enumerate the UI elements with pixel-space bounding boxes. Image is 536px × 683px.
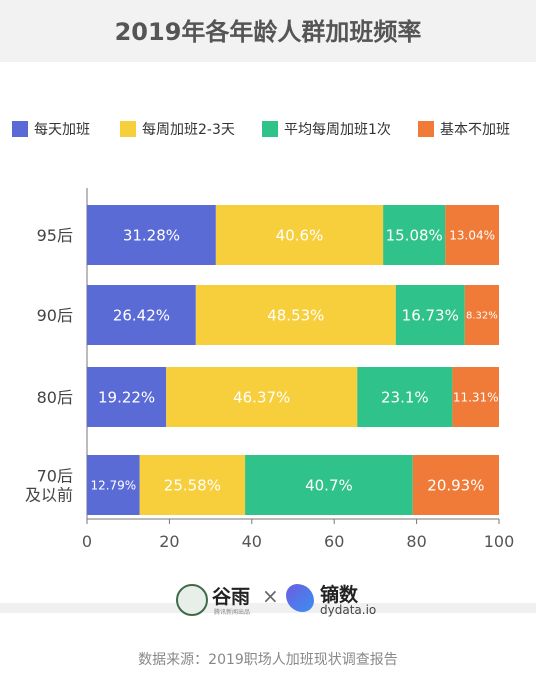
dydata-butterfly-icon — [286, 584, 314, 612]
bar-segment — [464, 285, 499, 345]
data-label: 23.1% — [381, 388, 429, 406]
legend-label-daily: 每天加班 — [34, 122, 90, 138]
bar-segment — [445, 205, 499, 265]
chart-title: 2019年各年龄人群加班频率 — [114, 18, 422, 46]
bar-segment — [195, 285, 396, 345]
legend-label-weekly-once: 平均每周加班1次 — [284, 122, 391, 138]
bar-segment — [412, 455, 499, 515]
data-label: 8.32% — [466, 311, 498, 322]
dydata-brand-url: dydata.io — [320, 603, 377, 617]
bar-segment — [357, 367, 453, 427]
data-label: 13.04% — [449, 228, 495, 242]
x-tick-label: 80 — [406, 532, 426, 551]
data-label: 40.7% — [305, 476, 353, 494]
bar-segment — [166, 367, 358, 427]
bar-segment — [87, 285, 196, 345]
data-label: 26.42% — [113, 306, 170, 324]
bar-segment — [139, 455, 246, 515]
x-tick-label: 60 — [324, 532, 344, 551]
legend-item-weekly-once: 平均每周加班1次 — [262, 118, 391, 140]
data-label: 25.58% — [164, 476, 221, 494]
data-label: 20.93% — [427, 476, 484, 494]
guyu-brand-name: 谷雨 — [212, 586, 251, 608]
times-symbol: × — [262, 584, 279, 608]
data-label: 40.6% — [276, 226, 324, 244]
source-note: 数据来源：2019职场人加班现状调查报告 — [138, 652, 398, 668]
bar-segment — [383, 205, 446, 265]
data-label: 11.31% — [453, 390, 499, 404]
brand-logos: 谷雨 腾讯新闻出品 × 镝数 dydata.io — [0, 578, 536, 618]
category-label: 90后 — [37, 306, 73, 325]
legend-swatch-weekly-2-3 — [120, 121, 136, 137]
data-label: 12.79% — [90, 478, 136, 492]
x-tick-label: 20 — [159, 532, 179, 551]
legend-item-rarely: 基本不加班 — [418, 118, 510, 140]
bar-segment — [452, 367, 499, 427]
category-label: 80后 — [37, 388, 73, 407]
footer-separator — [0, 603, 536, 613]
legend-swatch-daily — [12, 121, 28, 137]
bar-segment — [87, 455, 140, 515]
dydata-brand-name: 镝数 — [320, 584, 359, 606]
legend-label-weekly-2-3: 每周加班2-3天 — [142, 122, 235, 138]
bar-segment — [215, 205, 384, 265]
category-label: 95后 — [37, 226, 73, 245]
data-label: 15.08% — [386, 226, 443, 244]
x-tick-label: 40 — [242, 532, 262, 551]
guyu-bird-icon — [176, 584, 208, 616]
x-tick-label: 100 — [484, 532, 515, 551]
guyu-brand-tag: 腾讯新闻出品 — [214, 609, 251, 616]
data-label: 48.53% — [267, 306, 324, 324]
data-label: 31.28% — [123, 226, 180, 244]
category-label: 70后 — [37, 467, 73, 486]
legend-label-rarely: 基本不加班 — [440, 122, 510, 138]
data-label: 19.22% — [98, 388, 155, 406]
data-label: 46.37% — [233, 388, 290, 406]
data-label: 16.73% — [402, 306, 459, 324]
legend-swatch-weekly-once — [262, 121, 278, 137]
title-band — [0, 0, 536, 62]
bar-segment — [87, 205, 216, 265]
x-tick-label: 0 — [82, 532, 92, 551]
bar-segment — [87, 367, 167, 427]
bar-segment — [395, 285, 465, 345]
category-label: 及以前 — [25, 486, 73, 505]
legend: 每天加班 每周加班2-3天 平均每周加班1次 基本不加班 — [0, 118, 536, 140]
bar-segment — [245, 455, 413, 515]
legend-item-daily: 每天加班 — [12, 118, 90, 140]
legend-item-weekly-2-3: 每周加班2-3天 — [120, 118, 235, 140]
legend-swatch-rarely — [418, 121, 434, 137]
